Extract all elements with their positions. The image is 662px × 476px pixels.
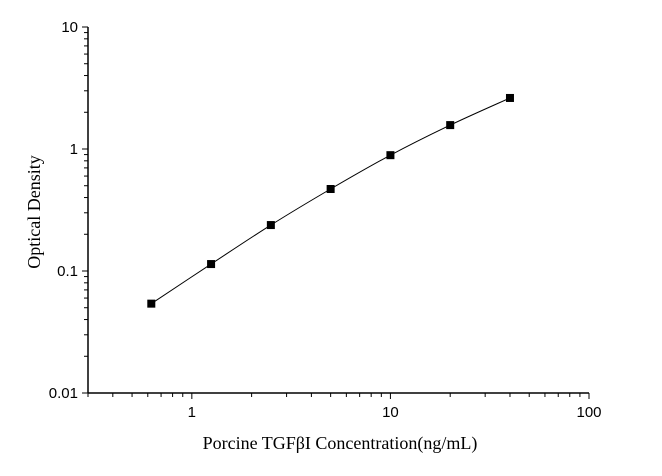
x-axis-label: Porcine TGFβI Concentration(ng/mL) [203,433,478,454]
data-point [147,299,156,308]
data-point [326,185,335,194]
data-point [386,151,395,160]
y-tick-label: 0.01 [49,385,78,402]
data-point [207,260,216,269]
data-point [446,121,455,130]
axes [82,26,590,399]
fit-curve [151,97,511,305]
x-tick-label: 10 [382,404,399,421]
data-point [505,93,514,102]
y-tick-label: 1 [70,141,78,158]
x-tick-label: 1 [188,404,196,421]
data-point [266,221,275,230]
y-tick-label: 0.1 [57,263,78,280]
y-axis-label: Optical Density [24,155,44,268]
y-tick-label: 10 [61,19,78,36]
x-tick-label: 100 [576,404,601,421]
